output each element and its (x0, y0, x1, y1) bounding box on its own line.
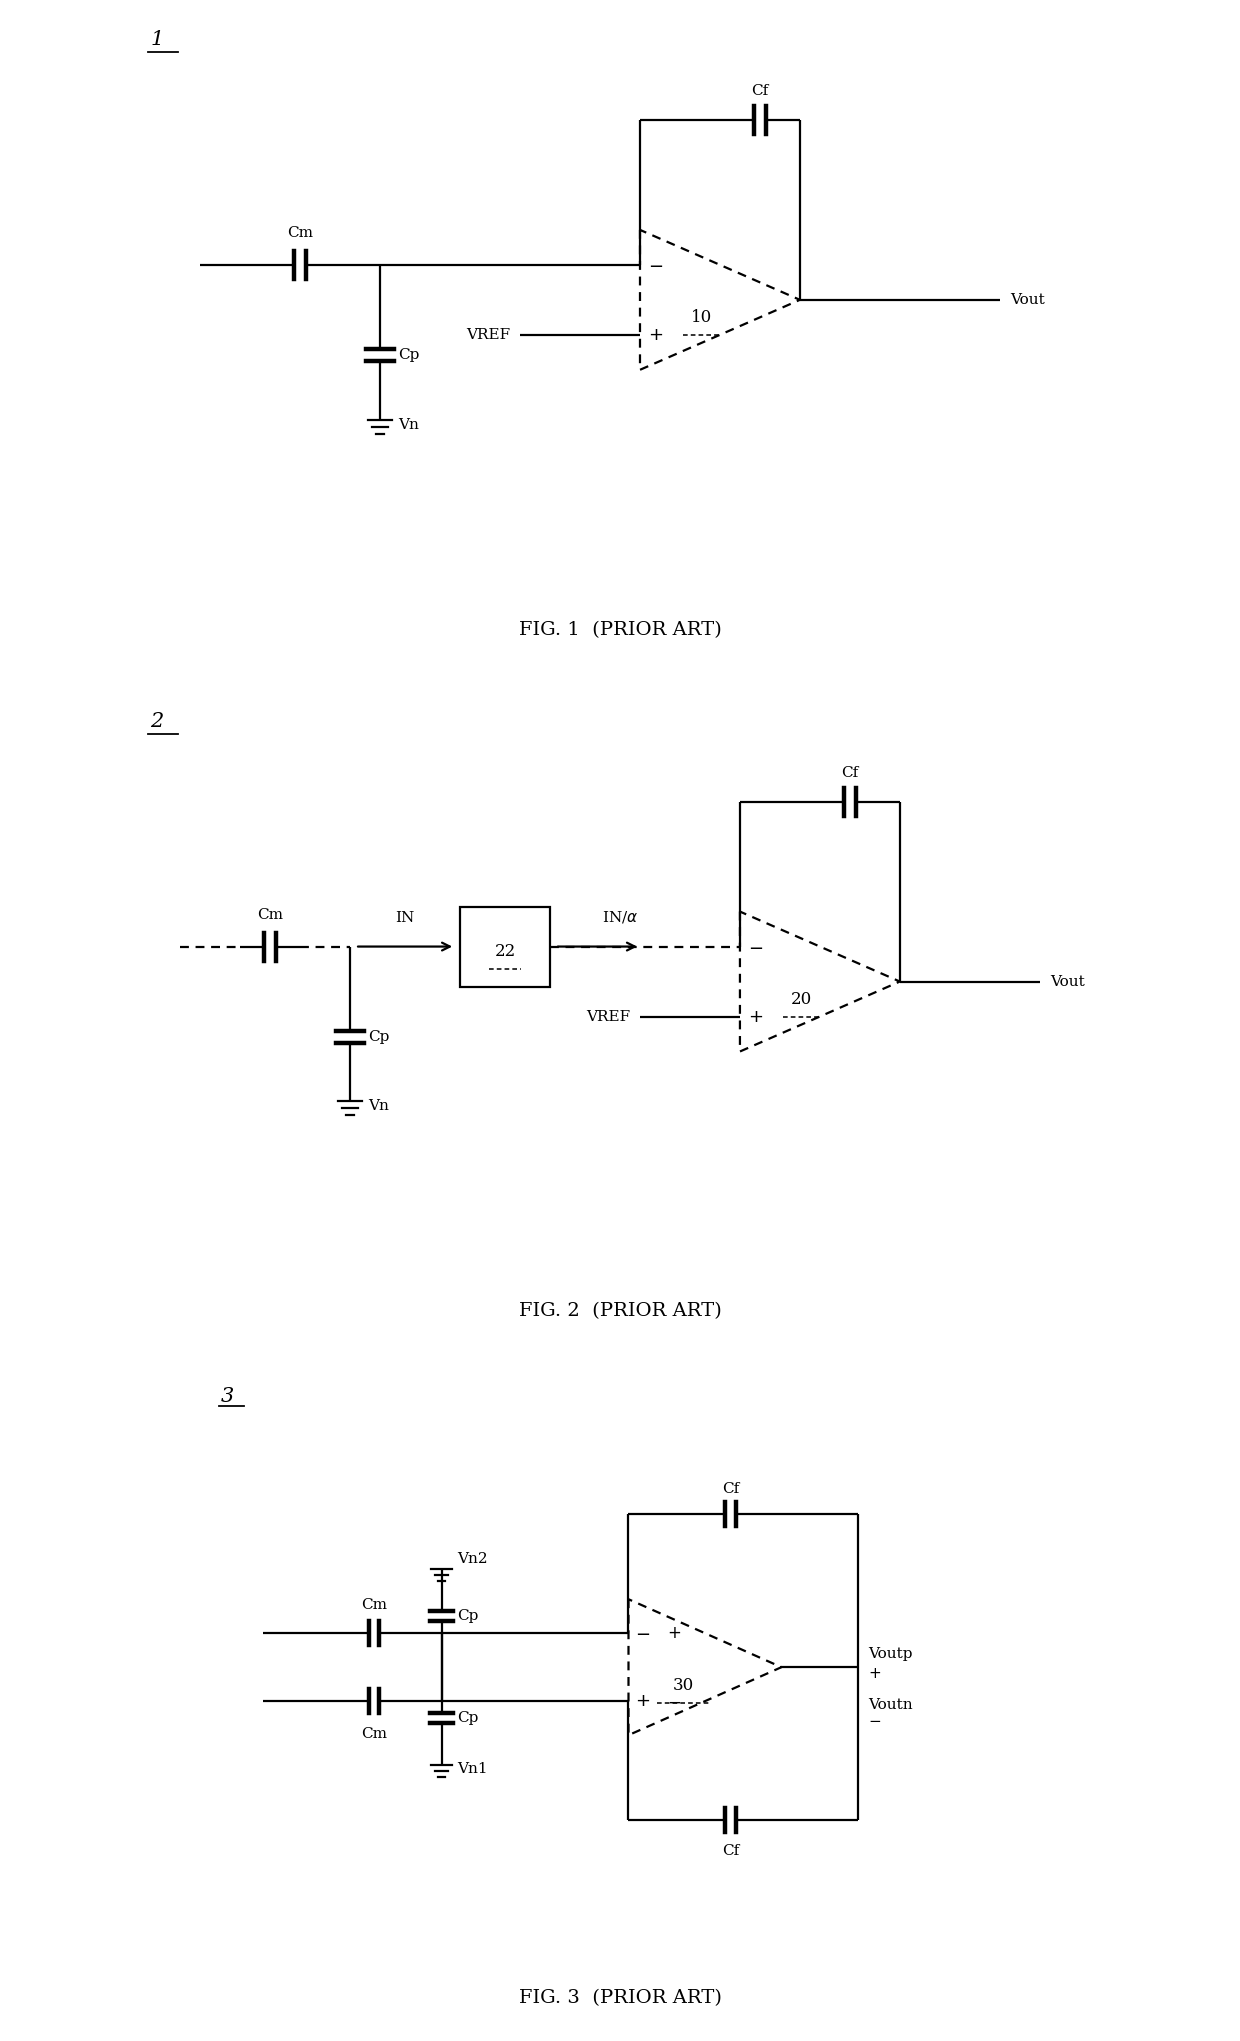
Text: Vn: Vn (398, 418, 419, 433)
Text: Voutn: Voutn (868, 1698, 913, 1712)
Text: Cf: Cf (841, 765, 858, 780)
Text: Vout: Vout (1009, 292, 1044, 306)
Text: $-$: $-$ (649, 255, 663, 273)
Text: FIG. 3  (PRIOR ART): FIG. 3 (PRIOR ART) (518, 1990, 722, 2008)
Text: Cp: Cp (368, 1029, 389, 1043)
Text: 10: 10 (692, 310, 713, 327)
Text: Cp: Cp (456, 1710, 479, 1725)
Text: VREF: VREF (585, 1010, 630, 1023)
Text: Cm: Cm (288, 227, 314, 241)
Text: 1: 1 (150, 31, 164, 49)
Text: Cm: Cm (361, 1598, 387, 1612)
Text: Cp: Cp (456, 1608, 479, 1623)
Bar (460, 906, 551, 986)
Text: Vn: Vn (368, 1100, 389, 1114)
Text: 22: 22 (495, 943, 516, 959)
Text: $+$: $+$ (649, 327, 663, 343)
Text: Cm: Cm (361, 1727, 387, 1741)
Text: Cf: Cf (751, 84, 769, 98)
Text: Vn1: Vn1 (456, 1761, 487, 1776)
Text: 20: 20 (791, 992, 812, 1008)
Text: $-$: $-$ (868, 1712, 882, 1727)
Text: $-$: $-$ (748, 937, 763, 955)
Text: 30: 30 (673, 1678, 694, 1694)
Text: Voutp: Voutp (868, 1647, 913, 1661)
Text: Cf: Cf (722, 1482, 739, 1496)
Text: Cp: Cp (398, 347, 419, 361)
Text: $+$: $+$ (868, 1667, 882, 1682)
Text: Cm: Cm (257, 908, 283, 923)
Text: Cf: Cf (722, 1843, 739, 1857)
Text: $-$: $-$ (667, 1692, 681, 1710)
Text: 2: 2 (150, 712, 164, 731)
Text: VREF: VREF (466, 329, 510, 341)
Text: 3: 3 (221, 1386, 234, 1406)
Text: $+$: $+$ (635, 1692, 651, 1710)
Text: $+$: $+$ (667, 1625, 681, 1643)
Text: IN: IN (396, 910, 414, 925)
Text: $+$: $+$ (748, 1008, 763, 1025)
Text: Vn2: Vn2 (456, 1553, 487, 1565)
Text: FIG. 2  (PRIOR ART): FIG. 2 (PRIOR ART) (518, 1302, 722, 1321)
Text: $-$: $-$ (635, 1625, 651, 1643)
Text: IN/$\alpha$: IN/$\alpha$ (601, 908, 639, 925)
Text: Vout: Vout (1050, 974, 1085, 988)
Text: FIG. 1  (PRIOR ART): FIG. 1 (PRIOR ART) (518, 620, 722, 639)
